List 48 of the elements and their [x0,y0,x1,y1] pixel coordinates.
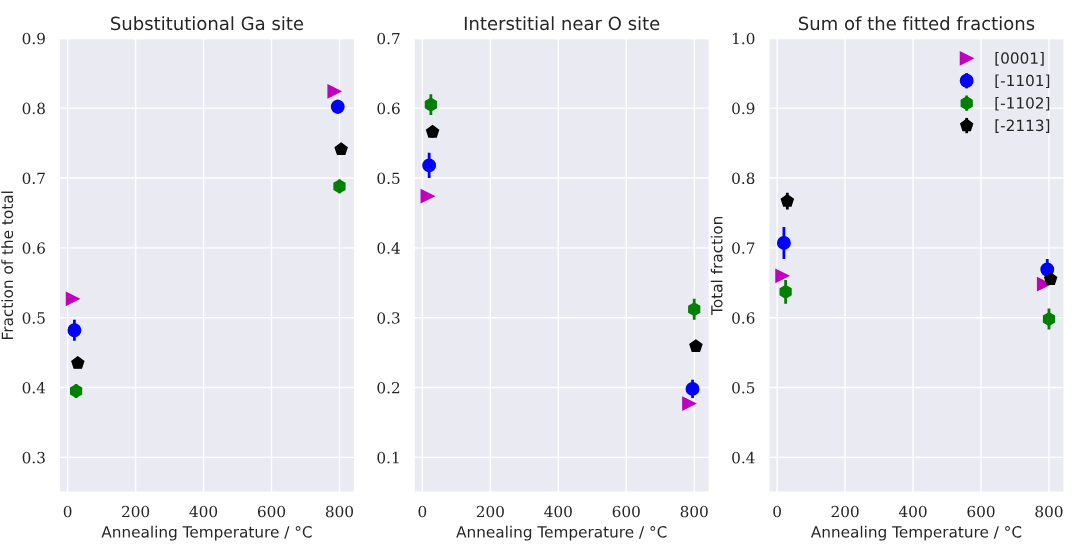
y-axis-title: Fraction of the total [1,191,14,339]
x-tick-label: 600 [257,505,286,518]
x-tick-label: 800 [1035,505,1063,518]
x-axis-title: Annealing Temperature / °C [101,525,312,541]
x-tick-label: 200 [831,505,859,518]
x-tick-label: 0 [63,505,72,518]
y-tick-label: 0.5 [732,381,755,394]
chart-title: Interstitial near O site [464,16,660,31]
y-tick-label: 0.4 [732,451,755,464]
y-tick-label: 0.3 [22,451,45,464]
x-axis-title: Annealing Temperature / °C [456,525,667,541]
y-axis-title: Total fraction [710,216,723,315]
x-tick-label: 800 [680,505,708,518]
x-tick-label: 200 [122,505,150,518]
y-tick-label: 0.5 [377,172,400,185]
y-tick-label: 0.9 [22,32,45,45]
x-tick-label: 0 [773,505,781,518]
y-tick-label: 0.6 [732,312,755,324]
y-tick-label: 0.7 [22,172,45,185]
y-tick-label: 0.5 [22,312,45,324]
chart-title: Substitutional Ga site [111,16,304,31]
y-tick-label: 0.7 [377,32,400,45]
y-tick-label: 0.6 [377,102,400,115]
y-tick-label: 0.2 [377,381,400,394]
y-tick-label: 1.0 [733,32,755,45]
y-tick-label: 0.6 [22,242,45,254]
y-tick-label: 0.3 [377,312,400,324]
x-tick-label: 400 [544,505,572,518]
y-tick-label: 0.8 [732,172,755,185]
x-tick-label: 200 [476,505,504,518]
x-tick-label: 800 [325,505,354,518]
x-tick-label: 600 [612,505,640,518]
x-tick-label: 400 [898,505,927,518]
x-axis-title: Annealing Temperature / °C [810,525,1022,541]
y-tick-label: 0.8 [22,102,45,115]
x-tick-label: 400 [189,505,218,518]
legend-label: [-2113] [995,119,1050,133]
y-tick-label: 0.9 [732,102,755,115]
chart-title: Sum of the fitted fractions [798,16,1035,31]
legend-label: [-1101] [995,74,1050,89]
x-tick-label: 0 [418,505,427,518]
y-tick-label: 0.4 [22,381,46,394]
legend-label: [0001] [995,52,1044,66]
legend-label: [-1102] [995,96,1050,111]
y-tick-label: 0.7 [732,242,755,254]
x-tick-label: 600 [967,505,995,518]
y-tick-label: 0.1 [377,451,399,464]
y-tick-label: 0.4 [377,242,400,254]
